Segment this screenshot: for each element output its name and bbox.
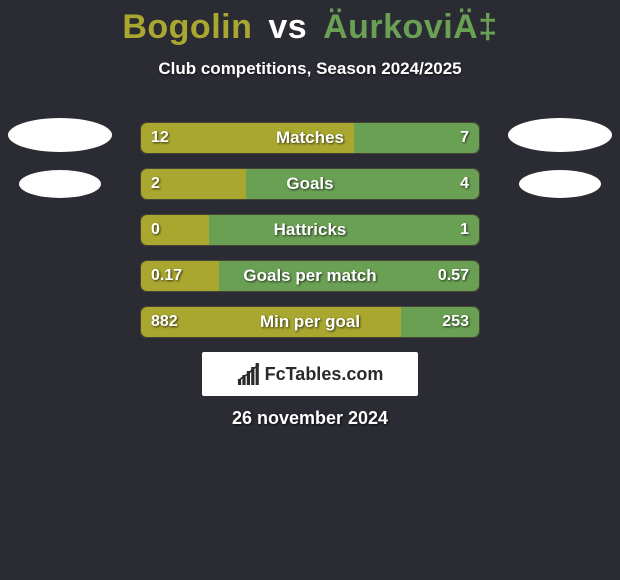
stat-segment-player2 bbox=[209, 215, 479, 245]
player2-name: ÄurkoviÄ‡ bbox=[323, 8, 498, 46]
subtitle: Club competitions, Season 2024/2025 bbox=[0, 59, 620, 79]
stat-segment-player1 bbox=[141, 123, 354, 153]
player1-name: Bogolin bbox=[122, 8, 252, 46]
comparison-title: Bogolin vs ÄurkoviÄ‡ bbox=[0, 0, 620, 47]
stat-value-player1: 0.17 bbox=[151, 261, 182, 291]
stat-segment-player2 bbox=[246, 169, 479, 199]
snapshot-date: 26 november 2024 bbox=[0, 408, 620, 429]
logo-text: FcTables.com bbox=[265, 364, 384, 385]
left-avatar-1 bbox=[19, 170, 101, 198]
right-avatar-0 bbox=[508, 118, 612, 152]
stat-value-player2: 7 bbox=[460, 123, 469, 153]
left-avatar-0 bbox=[8, 118, 112, 152]
stat-value-player2: 253 bbox=[442, 307, 469, 337]
bar-chart-icon bbox=[237, 363, 261, 385]
stat-value-player1: 12 bbox=[151, 123, 169, 153]
stat-value-player1: 882 bbox=[151, 307, 178, 337]
fctables-logo: FcTables.com bbox=[202, 352, 418, 396]
comparison-bars: Matches127Goals24Hattricks01Goals per ma… bbox=[140, 122, 480, 338]
stat-row-matches: Matches127 bbox=[140, 122, 480, 154]
avatar-column-right bbox=[508, 118, 612, 198]
vs-label: vs bbox=[268, 8, 307, 46]
stat-row-hattricks: Hattricks01 bbox=[140, 214, 480, 246]
stat-value-player2: 1 bbox=[460, 215, 469, 245]
stat-value-player1: 0 bbox=[151, 215, 160, 245]
stat-segment-player1 bbox=[141, 307, 401, 337]
avatar-column-left bbox=[8, 118, 112, 198]
stat-value-player2: 0.57 bbox=[438, 261, 469, 291]
stat-row-goals-per-match: Goals per match0.170.57 bbox=[140, 260, 480, 292]
stat-value-player1: 2 bbox=[151, 169, 160, 199]
right-avatar-1 bbox=[519, 170, 601, 198]
stat-row-goals: Goals24 bbox=[140, 168, 480, 200]
stat-value-player2: 4 bbox=[460, 169, 469, 199]
stat-row-min-per-goal: Min per goal882253 bbox=[140, 306, 480, 338]
